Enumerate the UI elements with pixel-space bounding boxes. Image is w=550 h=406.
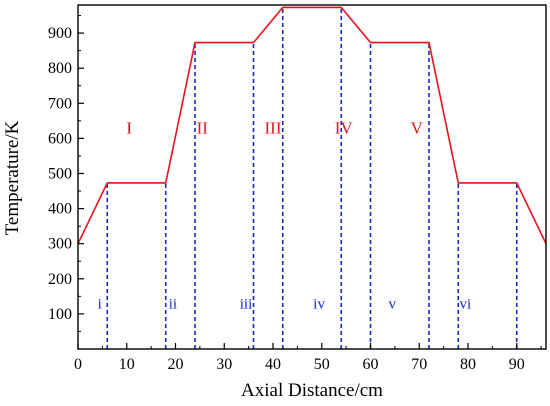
region-label-2: III bbox=[265, 119, 282, 138]
sub-label-5: vi bbox=[460, 296, 472, 312]
y-tick-label-3: 400 bbox=[48, 201, 72, 218]
y-tick-label-6: 700 bbox=[48, 95, 72, 112]
y-axis-title: Temperature/K bbox=[2, 120, 23, 235]
x-tick-label-8: 80 bbox=[460, 356, 476, 373]
x-tick-label-0: 0 bbox=[74, 356, 82, 373]
sub-label-2: iii bbox=[240, 296, 253, 312]
y-tick-label-5: 600 bbox=[48, 130, 72, 147]
x-axis-title: Axial Distance/cm bbox=[241, 380, 383, 401]
axes-layer: 0 10 20 30 40 50 60 70 80 90 100 200 300 400 500 600 700… bbox=[48, 4, 547, 373]
region-label-3: IV bbox=[335, 119, 354, 138]
plot-layer: I II III IV Vi ii iii iv v vi bbox=[77, 6, 547, 349]
x-tick-label-6: 60 bbox=[363, 356, 379, 373]
plot-frame bbox=[77, 4, 547, 350]
x-tick-label-4: 40 bbox=[265, 356, 281, 373]
x-tick-label-5: 50 bbox=[314, 356, 330, 373]
temperature-line-0 bbox=[77, 6, 547, 245]
sub-label-4: v bbox=[389, 296, 397, 312]
x-tick-label-3: 30 bbox=[216, 356, 232, 373]
x-tick-label-9: 90 bbox=[509, 356, 525, 373]
y-tick-label-7: 800 bbox=[48, 60, 72, 77]
y-tick-label-4: 500 bbox=[48, 165, 72, 182]
x-tick-label-1: 10 bbox=[119, 356, 135, 373]
sub-label-0: i bbox=[98, 296, 102, 312]
x-tick-label-7: 70 bbox=[411, 356, 427, 373]
region-label-4: V bbox=[411, 119, 424, 138]
x-tick-label-2: 20 bbox=[168, 356, 184, 373]
region-label-0: I bbox=[126, 119, 132, 138]
y-tick-label-8: 900 bbox=[48, 25, 72, 42]
y-tick-label-2: 300 bbox=[48, 236, 72, 253]
region-label-1: II bbox=[197, 119, 209, 138]
sub-label-3: iv bbox=[313, 296, 325, 312]
sub-label-1: ii bbox=[169, 296, 177, 312]
y-tick-label-1: 200 bbox=[48, 271, 72, 288]
y-tick-label-0: 100 bbox=[48, 306, 72, 323]
